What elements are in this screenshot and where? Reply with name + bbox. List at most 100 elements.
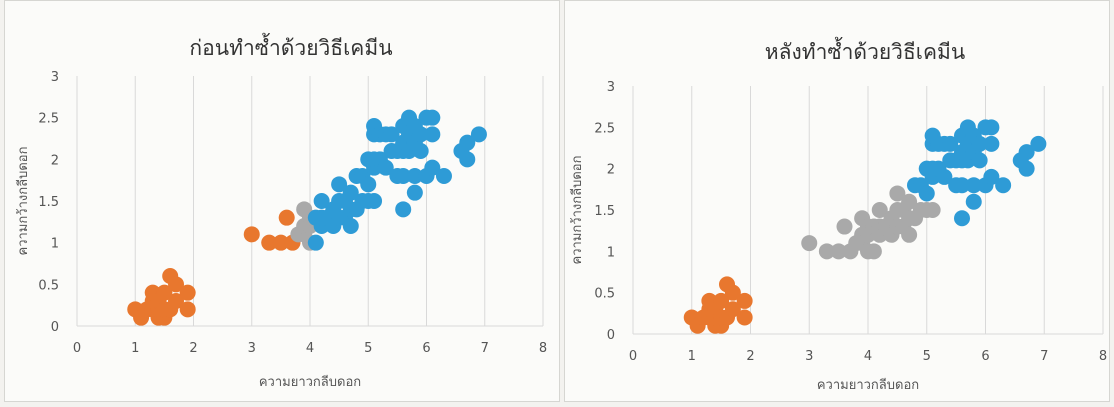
data-point xyxy=(971,152,988,169)
data-series xyxy=(127,209,301,326)
y-tick-label: 2.5 xyxy=(594,121,615,136)
x-tick-label: 4 xyxy=(864,349,872,364)
x-tick-label: 3 xyxy=(805,349,813,364)
y-tick-label: 2 xyxy=(51,153,59,168)
data-point xyxy=(470,126,487,143)
y-tick-label: 0 xyxy=(607,328,615,343)
data-point xyxy=(936,168,953,185)
data-point xyxy=(313,193,330,209)
data-point xyxy=(901,193,918,210)
data-series xyxy=(683,276,753,334)
x-tick-label: 7 xyxy=(481,341,489,356)
data-point xyxy=(901,226,918,243)
x-axis-title: ความยาวกลีบดอก xyxy=(817,377,919,393)
x-tick-label: 1 xyxy=(131,341,139,356)
scatter-chart-before: ก่อนทำซ้ำด้วยวิธีเคมีน 0 1 2 3 4 5 6 7 8 0 0.5 1 1.5 2… xyxy=(15,33,547,390)
data-point xyxy=(412,126,429,143)
data-point xyxy=(724,301,741,318)
x-tick-label: 5 xyxy=(364,341,372,356)
data-point xyxy=(983,119,1000,136)
data-point xyxy=(179,301,196,318)
data-point xyxy=(406,168,423,184)
data-point xyxy=(995,177,1012,194)
data-point xyxy=(1018,144,1035,161)
data-point xyxy=(377,159,394,176)
data-point xyxy=(830,243,847,260)
chart-title: ก่อนทำซ้ำด้วยวิธีเคมีน xyxy=(189,33,392,60)
y-tick-label: 0.5 xyxy=(594,287,615,302)
y-tick-label: 2 xyxy=(607,163,615,178)
data-series xyxy=(290,201,318,251)
chart-title: หลังทำซ้ำด้วยวิธีเคมีน xyxy=(765,37,965,64)
y-tick-label: 0.5 xyxy=(38,278,59,293)
data-point xyxy=(983,168,1000,185)
x-tick-label: 7 xyxy=(1040,349,1048,364)
data-point xyxy=(331,176,348,193)
data-point xyxy=(971,135,988,152)
data-point xyxy=(918,185,935,202)
x-axis-title: ความยาวกลีบดอก xyxy=(259,374,361,390)
y-tick-label: 1 xyxy=(607,245,615,260)
x-tick-label: 5 xyxy=(923,349,931,364)
data-series xyxy=(801,185,941,260)
data-point xyxy=(424,159,441,176)
data-point xyxy=(179,284,196,301)
data-point xyxy=(1018,160,1035,177)
x-tick-label: 2 xyxy=(189,341,197,356)
x-tick-label: 3 xyxy=(248,341,256,356)
data-point xyxy=(865,243,882,260)
data-point xyxy=(307,234,324,251)
data-point xyxy=(736,292,753,309)
y-tick-label: 1.5 xyxy=(594,204,615,219)
y-tick-label: 2.5 xyxy=(38,112,59,127)
data-point xyxy=(965,177,982,194)
y-tick-label: 0 xyxy=(51,320,59,335)
data-point xyxy=(435,168,452,184)
data-point xyxy=(278,209,295,226)
data-point xyxy=(395,201,412,218)
x-tick-label: 1 xyxy=(688,349,696,364)
x-tick-label: 8 xyxy=(539,341,547,356)
data-point xyxy=(243,226,260,243)
data-point xyxy=(724,284,741,301)
data-point xyxy=(342,218,359,234)
data-point xyxy=(366,193,383,209)
data-point xyxy=(801,235,818,252)
data-point xyxy=(168,276,185,293)
x-tick-label: 0 xyxy=(629,349,637,364)
x-tick-label: 0 xyxy=(73,341,81,356)
y-tick-label: 3 xyxy=(607,80,615,95)
data-series xyxy=(907,119,1047,227)
y-tick-label: 1 xyxy=(51,237,59,252)
data-point xyxy=(424,126,441,143)
data-point xyxy=(818,243,835,260)
data-point xyxy=(983,135,1000,152)
data-point xyxy=(713,292,730,309)
x-tick-label: 6 xyxy=(981,349,989,364)
data-point xyxy=(168,293,185,309)
data-point xyxy=(360,176,377,193)
data-point xyxy=(954,210,970,227)
data-point xyxy=(889,185,906,202)
data-point xyxy=(459,151,476,168)
chart-panel-before: ก่อนทำซ้ำด้วยวิธีเคมีน 0 1 2 3 4 5 6 7 8 0 0.5 1 1.5 2… xyxy=(4,0,560,402)
data-point xyxy=(942,135,959,152)
data-point xyxy=(871,202,888,218)
x-tick-label: 8 xyxy=(1099,349,1107,364)
data-point xyxy=(383,126,400,143)
data-point xyxy=(459,134,476,151)
y-axis-title: ความกว้างกลีบดอก xyxy=(15,147,31,256)
data-point xyxy=(965,193,982,210)
x-tick-label: 4 xyxy=(306,341,314,356)
data-point xyxy=(272,234,289,251)
data-point xyxy=(736,309,753,326)
scatter-chart-after: หลังทำซ้ำด้วยวิธีเคมีน 0 1 2 3 4 5 6 7 8 0 0.5 1 1.5 2… xyxy=(569,37,1107,393)
data-point xyxy=(406,184,423,201)
chart-panel-after: หลังทำซ้ำด้วยวิธีเคมีน 0 1 2 3 4 5 6 7 8 0 0.5 1 1.5 2… xyxy=(564,0,1110,402)
data-point xyxy=(836,218,853,235)
x-tick-label: 6 xyxy=(422,341,430,356)
data-point xyxy=(261,234,278,251)
data-point xyxy=(342,184,359,201)
data-series xyxy=(307,109,487,251)
y-tick-label: 3 xyxy=(51,70,59,85)
